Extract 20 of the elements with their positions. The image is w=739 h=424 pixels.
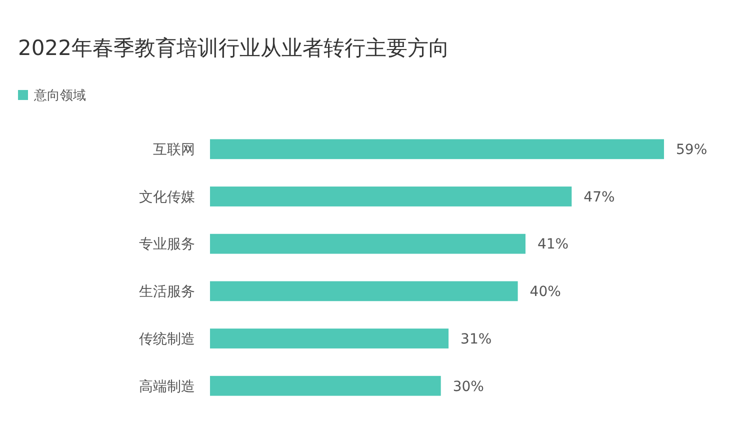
data-label: 40% <box>530 284 561 300</box>
bar <box>210 376 441 396</box>
data-label: 59% <box>676 142 708 158</box>
bar <box>210 186 572 206</box>
data-label: 30% <box>452 378 484 395</box>
legend-label: 意向领域 <box>33 88 86 104</box>
y-tick-label: 高端制造 <box>139 378 195 395</box>
data-label: 31% <box>460 331 492 348</box>
bar <box>210 139 664 160</box>
y-tick-label: 文化传媒 <box>139 189 195 206</box>
bar <box>210 234 526 254</box>
y-tick-label: 传统制造 <box>139 331 195 348</box>
y-tick-label: 互联网 <box>153 142 195 158</box>
chart-title: 2022年春季教育培训行业从业者转行主要方向 <box>18 36 450 60</box>
bar <box>210 281 518 302</box>
y-tick-label: 专业服务 <box>139 236 195 253</box>
data-label: 47% <box>584 189 615 206</box>
data-label: 41% <box>537 236 569 253</box>
y-tick-label: 生活服务 <box>139 284 195 300</box>
bar <box>210 328 449 348</box>
